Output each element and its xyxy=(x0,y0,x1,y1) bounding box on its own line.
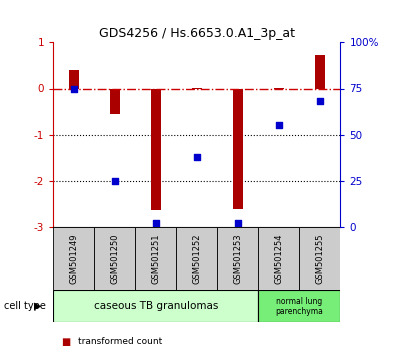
Bar xyxy=(53,227,94,290)
Text: GSM501255: GSM501255 xyxy=(315,233,324,284)
Point xyxy=(152,220,159,226)
Bar xyxy=(258,227,299,290)
Text: transformed count: transformed count xyxy=(78,337,162,346)
Title: GDS4256 / Hs.6653.0.A1_3p_at: GDS4256 / Hs.6653.0.A1_3p_at xyxy=(99,27,294,40)
Text: ■: ■ xyxy=(61,337,71,347)
Bar xyxy=(258,290,339,322)
Point xyxy=(316,98,322,104)
Bar xyxy=(217,227,258,290)
Bar xyxy=(273,87,283,88)
Bar xyxy=(151,88,160,210)
Point xyxy=(193,154,200,159)
Bar xyxy=(110,88,120,114)
Bar xyxy=(232,88,242,209)
Text: cell type: cell type xyxy=(4,301,46,311)
Bar xyxy=(94,227,135,290)
Bar xyxy=(299,227,339,290)
Text: GSM501250: GSM501250 xyxy=(110,233,119,284)
Point xyxy=(234,220,240,226)
Text: GSM501249: GSM501249 xyxy=(69,233,78,284)
Bar xyxy=(53,290,258,322)
Text: GSM501251: GSM501251 xyxy=(151,233,160,284)
Text: GSM501253: GSM501253 xyxy=(233,233,242,284)
Text: ▶: ▶ xyxy=(34,301,41,311)
Bar xyxy=(176,227,217,290)
Point xyxy=(111,178,118,183)
Text: GSM501254: GSM501254 xyxy=(274,233,283,284)
Bar xyxy=(314,55,324,88)
Text: normal lung
parenchyma: normal lung parenchyma xyxy=(275,297,322,316)
Point xyxy=(70,86,77,91)
Text: GSM501252: GSM501252 xyxy=(192,233,201,284)
Text: caseous TB granulomas: caseous TB granulomas xyxy=(93,301,218,311)
Point xyxy=(275,122,281,128)
Bar xyxy=(135,227,176,290)
Bar xyxy=(191,87,202,88)
Bar xyxy=(69,70,79,88)
